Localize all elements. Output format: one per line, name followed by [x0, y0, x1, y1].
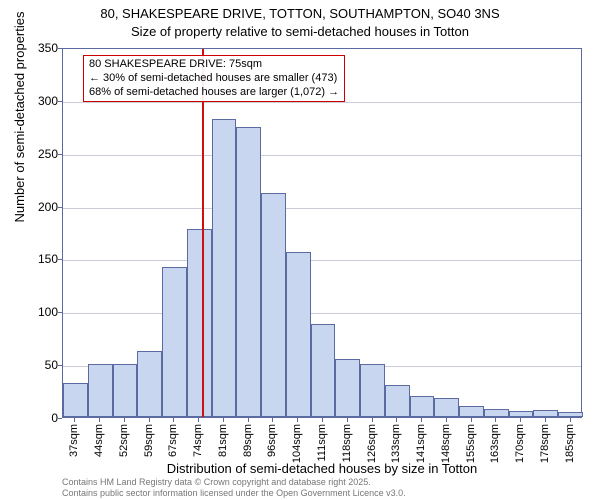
- x-tick-label: 178sqm: [539, 424, 551, 463]
- x-tick-label: 133sqm: [390, 424, 402, 463]
- x-tick-mark: [421, 418, 422, 422]
- histogram-bar: [385, 385, 410, 417]
- x-tick-mark: [471, 418, 472, 422]
- x-tick-label: 163sqm: [489, 424, 501, 463]
- histogram-bar: [533, 410, 558, 417]
- x-tick-label: 111sqm: [316, 424, 328, 462]
- annotation-box: 80 SHAKESPEARE DRIVE: 75sqm ← 30% of sem…: [83, 55, 345, 102]
- x-tick-label: 37sqm: [68, 424, 80, 457]
- x-tick-mark: [149, 418, 150, 422]
- x-tick-mark: [520, 418, 521, 422]
- x-tick-label: 81sqm: [217, 424, 229, 457]
- x-tick-mark: [446, 418, 447, 422]
- y-tick-label: 300: [18, 94, 58, 108]
- y-tick-mark: [58, 154, 62, 155]
- x-tick-mark: [322, 418, 323, 422]
- histogram-bar: [286, 252, 311, 417]
- y-tick-label: 250: [18, 147, 58, 161]
- y-tick-mark: [58, 207, 62, 208]
- chart-title-line2: Size of property relative to semi-detach…: [0, 24, 600, 39]
- annotation-line3: 68% of semi-detached houses are larger (…: [89, 86, 339, 100]
- histogram-bar: [88, 364, 113, 417]
- x-tick-label: 126sqm: [366, 424, 378, 463]
- x-tick-label: 74sqm: [192, 424, 204, 457]
- x-tick-label: 148sqm: [440, 424, 452, 463]
- x-tick-mark: [248, 418, 249, 422]
- y-tick-mark: [58, 365, 62, 366]
- y-tick-mark: [58, 259, 62, 260]
- histogram-bar: [137, 351, 162, 417]
- histogram-bar: [311, 324, 336, 417]
- histogram-bar: [360, 364, 385, 417]
- histogram-bar: [113, 364, 138, 417]
- histogram-bar: [212, 119, 237, 417]
- histogram-bar: [162, 267, 187, 417]
- y-tick-label: 150: [18, 252, 58, 266]
- y-tick-label: 100: [18, 305, 58, 319]
- y-tick-label: 50: [18, 358, 58, 372]
- x-tick-mark: [495, 418, 496, 422]
- x-tick-mark: [545, 418, 546, 422]
- gridline: [63, 260, 581, 261]
- x-axis-label: Distribution of semi-detached houses by …: [62, 461, 582, 476]
- x-tick-label: 118sqm: [341, 424, 353, 462]
- reference-line: [202, 49, 204, 417]
- y-tick-mark: [58, 48, 62, 49]
- y-tick-mark: [58, 101, 62, 102]
- histogram-bar: [509, 411, 534, 417]
- y-tick-mark: [58, 418, 62, 419]
- histogram-bar: [335, 359, 360, 417]
- histogram-bar: [236, 127, 261, 417]
- x-tick-label: 89sqm: [242, 424, 254, 457]
- x-tick-mark: [570, 418, 571, 422]
- x-tick-mark: [124, 418, 125, 422]
- x-tick-label: 185sqm: [564, 424, 576, 463]
- gridline: [63, 208, 581, 209]
- histogram-bar: [484, 409, 509, 417]
- x-tick-label: 44sqm: [93, 424, 105, 457]
- x-tick-label: 170sqm: [514, 424, 526, 463]
- y-tick-label: 200: [18, 200, 58, 214]
- x-tick-mark: [347, 418, 348, 422]
- histogram-bar: [434, 398, 459, 417]
- x-tick-label: 67sqm: [167, 424, 179, 457]
- footer-line1: Contains HM Land Registry data © Crown c…: [62, 477, 406, 487]
- gridline: [63, 155, 581, 156]
- annotation-line1: 80 SHAKESPEARE DRIVE: 75sqm: [89, 58, 339, 72]
- y-tick-label: 350: [18, 41, 58, 55]
- x-tick-mark: [223, 418, 224, 422]
- chart-title-line1: 80, SHAKESPEARE DRIVE, TOTTON, SOUTHAMPT…: [0, 6, 600, 21]
- x-tick-mark: [272, 418, 273, 422]
- y-tick-mark: [58, 312, 62, 313]
- histogram-bar: [558, 412, 583, 417]
- histogram-bar: [459, 406, 484, 417]
- histogram-bar: [410, 396, 435, 417]
- histogram-chart: 80, SHAKESPEARE DRIVE, TOTTON, SOUTHAMPT…: [0, 0, 600, 500]
- x-tick-mark: [198, 418, 199, 422]
- x-tick-mark: [297, 418, 298, 422]
- histogram-bar: [261, 193, 286, 417]
- x-tick-mark: [396, 418, 397, 422]
- gridline: [63, 313, 581, 314]
- histogram-bar: [187, 229, 212, 417]
- x-tick-label: 52sqm: [118, 424, 130, 457]
- footer-line2: Contains public sector information licen…: [62, 488, 406, 498]
- plot-area: 80 SHAKESPEARE DRIVE: 75sqm ← 30% of sem…: [62, 48, 582, 418]
- x-tick-label: 104sqm: [291, 424, 303, 463]
- x-tick-mark: [372, 418, 373, 422]
- x-tick-mark: [173, 418, 174, 422]
- y-tick-label: 0: [18, 411, 58, 425]
- annotation-line2: ← 30% of semi-detached houses are smalle…: [89, 72, 339, 86]
- x-tick-label: 155sqm: [465, 424, 477, 463]
- x-tick-mark: [74, 418, 75, 422]
- x-tick-label: 96sqm: [266, 424, 278, 457]
- x-tick-label: 141sqm: [415, 424, 427, 463]
- x-tick-label: 59sqm: [143, 424, 155, 457]
- histogram-bar: [63, 383, 88, 417]
- x-tick-mark: [99, 418, 100, 422]
- chart-footer: Contains HM Land Registry data © Crown c…: [62, 477, 406, 498]
